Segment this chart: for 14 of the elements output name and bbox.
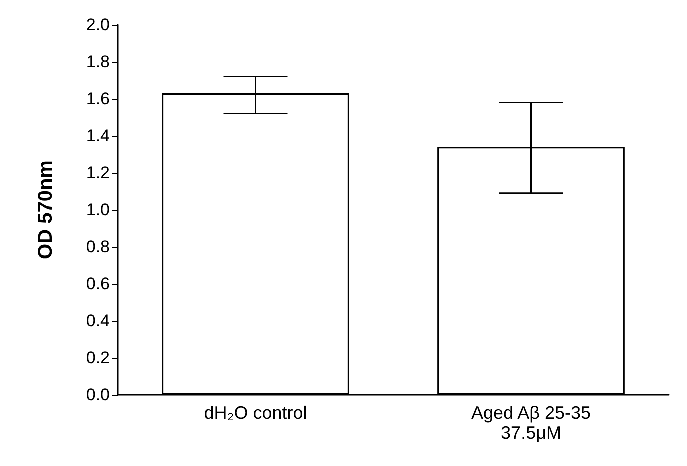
x-tick-label: dH₂O control (204, 403, 308, 423)
y-tick-label: 0.4 (86, 312, 110, 330)
y-axis-title: OD 570nm (35, 160, 57, 260)
y-tick-label: 1.8 (86, 52, 110, 72)
y-tick-label: 0.8 (86, 238, 110, 256)
x-tick-label: Aged Aβ 25-35 37.5μM (472, 403, 591, 443)
y-tick-label: 1.2 (86, 164, 110, 182)
y-tick-label: 1.4 (86, 126, 110, 146)
y-tick-label: 1.6 (86, 90, 110, 108)
y-tick-label: 0.2 (86, 348, 110, 368)
y-tick-label: 0.6 (86, 274, 110, 294)
y-tick-label: 2.0 (86, 16, 110, 34)
y-tick-label: 1.0 (86, 200, 110, 220)
y-tick-label: 0.0 (86, 386, 110, 404)
